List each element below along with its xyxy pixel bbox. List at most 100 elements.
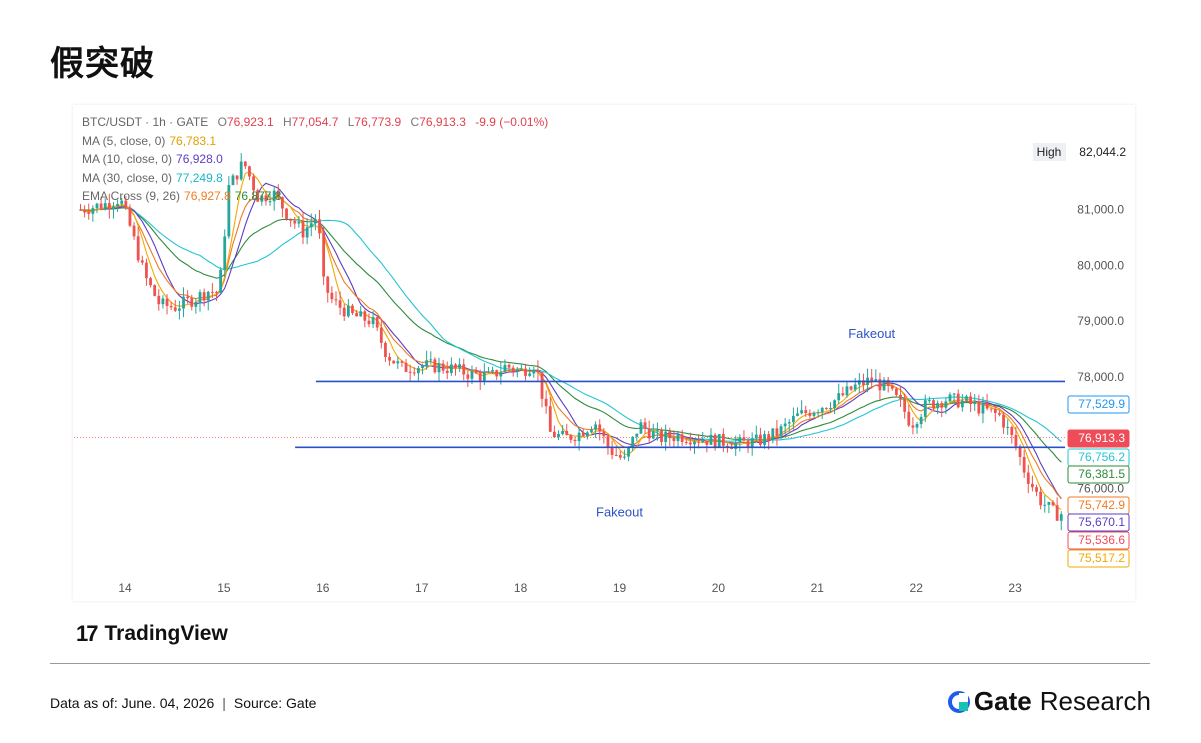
candle-body	[870, 377, 874, 382]
high-marker-bg	[1033, 143, 1066, 161]
candle-body	[989, 408, 993, 410]
candle-body	[470, 370, 474, 379]
candle-body	[993, 408, 997, 414]
candle-body	[713, 434, 717, 448]
symbol-label[interactable]: BTC/USDT · 1h · GATE	[82, 115, 209, 129]
candle-body	[264, 195, 268, 202]
ema-fast-line	[80, 197, 1062, 499]
price-tag-label: 75,517.2	[1078, 551, 1125, 565]
candle-body	[998, 413, 1001, 415]
candle-body	[210, 291, 214, 293]
candle-body	[1035, 487, 1038, 492]
candle-body	[107, 203, 111, 209]
candle-body	[272, 190, 276, 202]
candle-body	[445, 370, 449, 373]
candle-body	[375, 317, 379, 328]
plot-area: Fakeout Fakeout	[74, 153, 1065, 531]
price-tag-label: 77,529.9	[1078, 397, 1125, 411]
ema-row[interactable]: EMA Cross (9, 26) 76,927.8 76,877.8	[82, 187, 548, 206]
candle-body	[635, 433, 639, 437]
candle-body	[697, 441, 701, 443]
price-tag-box	[1067, 531, 1130, 550]
candle-body	[256, 190, 260, 202]
candle-body	[960, 400, 964, 408]
candle-body	[577, 432, 581, 442]
ma10-row[interactable]: MA (10, close, 0) 76,928.0	[82, 150, 548, 169]
candle-body	[437, 363, 441, 373]
candle-body	[907, 411, 911, 426]
candle-body	[161, 298, 165, 305]
candle-body	[552, 431, 556, 438]
candle-body	[342, 307, 346, 317]
candle-body	[598, 424, 602, 432]
chart-legend: BTC/USDT · 1h · GATE O76,923.1 H77,054.7…	[82, 113, 548, 206]
candle-body	[511, 367, 515, 372]
candle-body	[400, 361, 404, 363]
candle-body	[95, 203, 99, 209]
candle-body	[293, 220, 297, 224]
candle-body	[371, 317, 375, 325]
candle-body	[705, 440, 709, 445]
candle-body	[421, 365, 424, 369]
candle-body	[99, 203, 103, 209]
candle-body	[804, 410, 808, 414]
x-tick-label: 16	[316, 581, 330, 595]
candle-body	[536, 369, 540, 373]
candle-body	[581, 432, 585, 437]
candle-body	[194, 302, 198, 307]
candle-body	[313, 219, 317, 224]
candle-body	[153, 285, 157, 296]
candle-body	[351, 305, 354, 314]
brand-gate: Gate	[973, 686, 1032, 716]
candle-body	[322, 233, 326, 277]
candle-body	[812, 412, 816, 416]
candle-body	[919, 416, 923, 425]
candle-body	[614, 454, 618, 456]
y-tick-label: 80,000.0	[1077, 258, 1124, 272]
ma5-row[interactable]: MA (5, close, 0) 76,783.1	[82, 132, 548, 151]
candle-body	[198, 292, 202, 303]
candle-body	[952, 393, 956, 395]
candle-body	[532, 369, 536, 374]
candle-body	[408, 371, 412, 373]
candle-body	[384, 342, 387, 357]
candle-body	[763, 434, 766, 445]
data-as-of: Data as of: June. 04, 2026	[50, 695, 215, 711]
candle-body	[738, 437, 742, 443]
candle-body	[429, 359, 433, 361]
candle-body	[544, 398, 548, 407]
candle-body	[252, 176, 255, 191]
candle-body	[684, 441, 688, 443]
chart-panel[interactable]	[73, 105, 1135, 601]
candle-body	[886, 379, 890, 386]
candle-body	[1047, 502, 1051, 505]
candle-body	[594, 424, 597, 430]
candle-body	[948, 394, 952, 402]
candle-body	[903, 398, 907, 412]
candle-body	[309, 223, 313, 228]
price-tag-label: 76,381.5	[1078, 467, 1125, 481]
candle-body	[837, 393, 841, 401]
candle-body	[923, 400, 927, 417]
candle-body	[231, 175, 235, 185]
candle-body	[829, 407, 832, 409]
candle-body	[227, 184, 231, 237]
candle-body	[808, 413, 812, 416]
ema-fast-value: 76,927.8	[184, 189, 231, 203]
candle-body	[977, 402, 981, 414]
price-tag-label: 75,742.9	[1078, 498, 1125, 512]
ema-label: EMA Cross (9, 26)	[82, 189, 181, 203]
candle-body	[796, 413, 799, 416]
ma30-row[interactable]: MA (30, close, 0) 77,249.8	[82, 169, 548, 188]
price-tag-label: 75,536.6	[1078, 533, 1125, 547]
y-tick-label: 76,000.0	[1077, 482, 1124, 496]
candle-body	[730, 447, 733, 449]
candle-body	[235, 175, 239, 180]
candle-body	[507, 364, 511, 368]
price-tag-label: 76,756.2	[1078, 450, 1125, 464]
candle-body	[1006, 426, 1010, 428]
candle-body	[746, 440, 750, 448]
candle-body	[775, 428, 779, 436]
candle-body	[857, 380, 861, 385]
